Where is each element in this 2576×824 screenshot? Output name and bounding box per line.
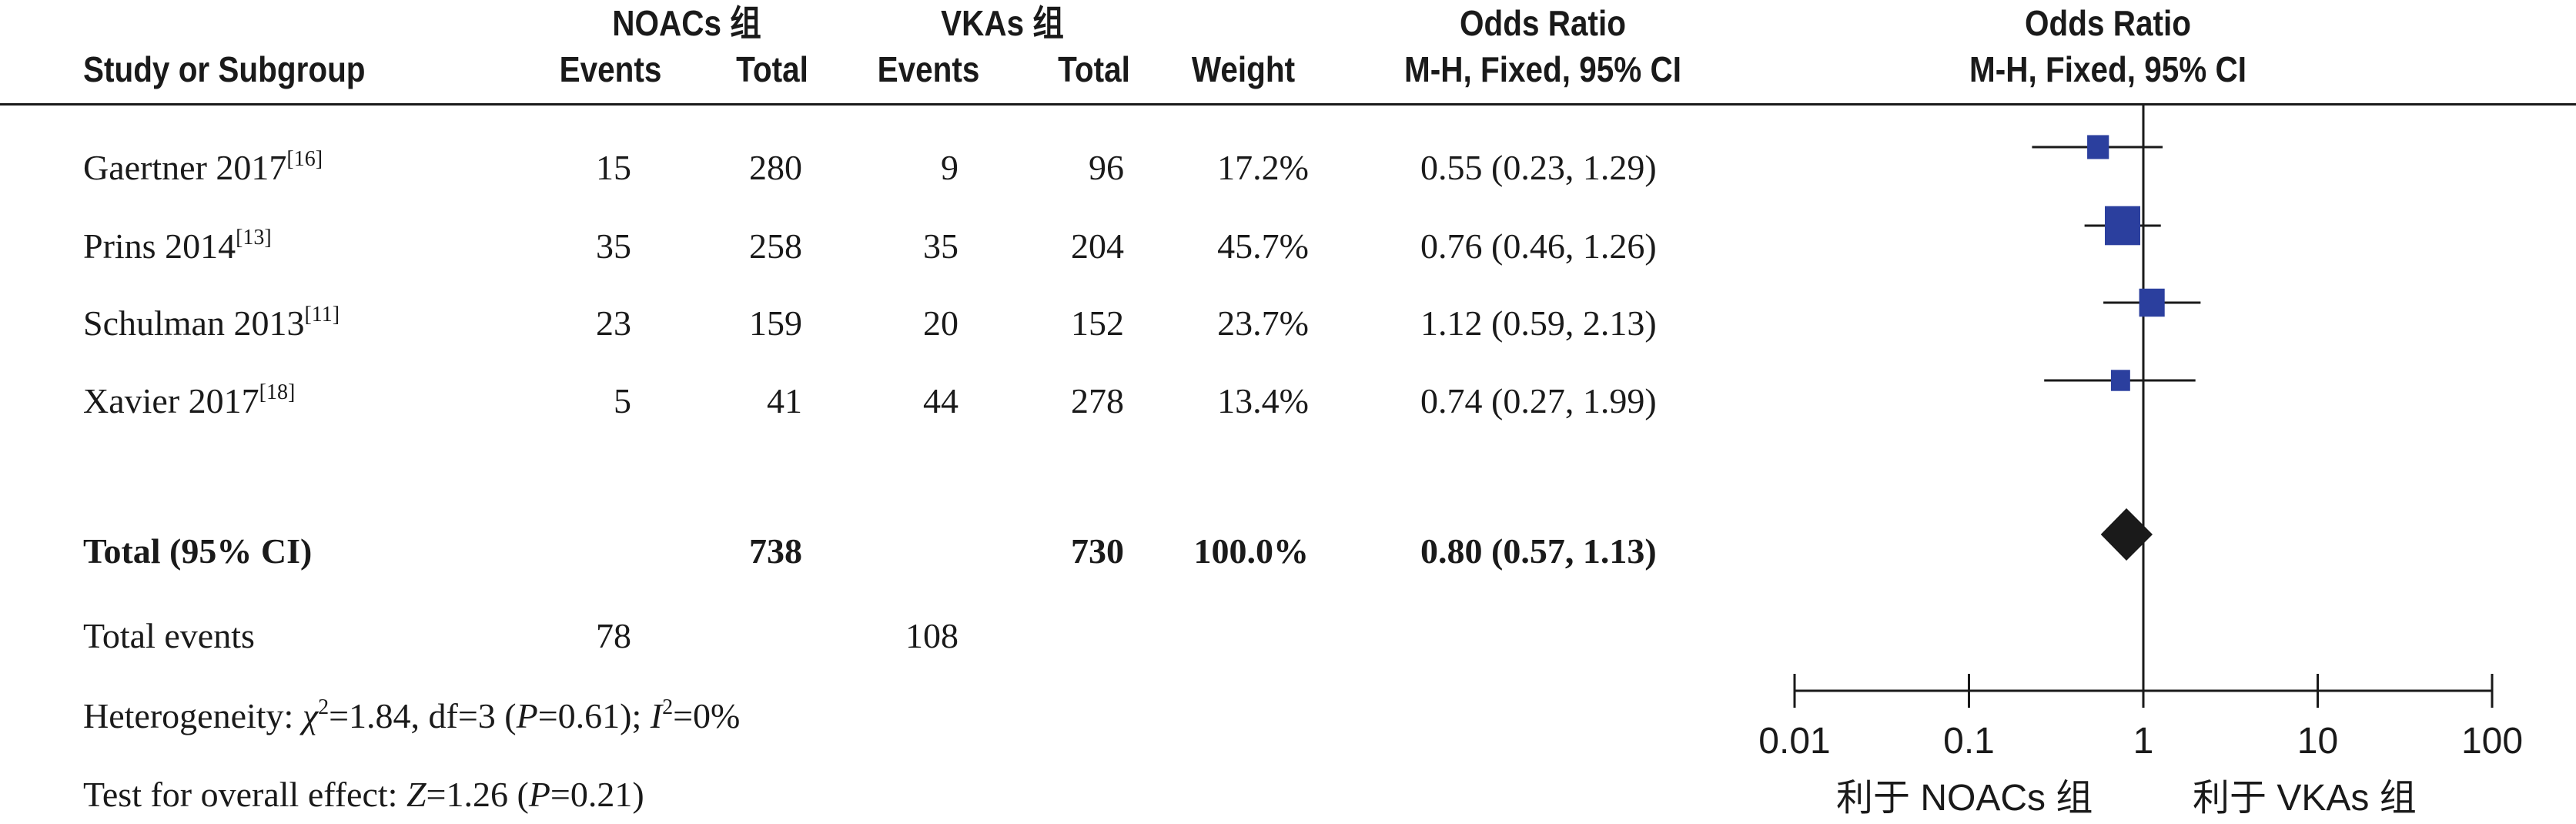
header-total-2: Total <box>1058 49 1130 89</box>
row-study: Xavier 2017[18] <box>83 380 296 420</box>
x-tick-label: 10 <box>2297 721 2338 762</box>
study-point-square <box>2139 288 2165 317</box>
header-or-method: M-H, Fixed, 95% CI <box>1404 49 1681 89</box>
row-study: Prins 2014[13] <box>83 226 272 266</box>
row-e2: 9 <box>941 148 958 187</box>
row-weight: 13.4% <box>1217 381 1309 420</box>
overall-effect-text: Test for overall effect: Z=1.26 (P=0.21) <box>83 775 644 814</box>
total-t2: 730 <box>1071 531 1124 571</box>
row-e2: 44 <box>923 381 958 420</box>
header-events-1: Events <box>559 49 662 89</box>
row-t1: 280 <box>749 148 802 187</box>
favours-right-label: 利于 VKAs 组 <box>2193 778 2417 819</box>
header-group-vkas: VKAs 组 <box>941 3 1064 43</box>
row-or: 0.74 (0.27, 1.99) <box>1420 381 1657 420</box>
x-tick-label: 0.1 <box>1943 721 1995 762</box>
row-weight: 17.2% <box>1217 148 1309 187</box>
row-e1: 15 <box>596 148 631 187</box>
study-point-square <box>2087 135 2109 159</box>
row-t2: 152 <box>1071 303 1124 343</box>
x-tick-label: 0.01 <box>1758 721 1830 762</box>
header-weight: Weight <box>1191 49 1296 89</box>
events-e2: 108 <box>905 616 958 655</box>
row-weight: 23.7% <box>1217 303 1309 343</box>
row-e1: 5 <box>614 381 631 420</box>
header-total-1: Total <box>736 49 808 89</box>
x-tick-label: 1 <box>2133 721 2154 762</box>
row-t1: 159 <box>749 303 802 343</box>
heterogeneity-text: Heterogeneity: χ2=1.84, df=3 (P=0.61); I… <box>83 695 741 735</box>
header-plot-method: M-H, Fixed, 95% CI <box>1969 49 2246 89</box>
row-e2: 35 <box>923 226 958 266</box>
header-or-title: Odds Ratio <box>1460 3 1626 43</box>
total-label: Total (95% CI) <box>83 531 313 571</box>
study-point-square <box>2105 206 2141 246</box>
row-t2: 96 <box>1089 148 1124 187</box>
row-t2: 278 <box>1071 381 1124 420</box>
row-e1: 35 <box>596 226 631 266</box>
total-or: 0.80 (0.57, 1.13) <box>1420 531 1657 571</box>
header-plot-title: Odds Ratio <box>2025 3 2191 43</box>
row-e1: 23 <box>596 303 631 343</box>
row-t2: 204 <box>1071 226 1124 266</box>
row-t1: 258 <box>749 226 802 266</box>
row-study: Gaertner 2017[16] <box>83 147 323 187</box>
header-events-2: Events <box>877 49 980 89</box>
events-label: Total events <box>83 616 255 655</box>
header-study: Study or Subgroup <box>83 49 366 89</box>
x-tick-label: 100 <box>2461 721 2523 762</box>
study-point-square <box>2110 370 2130 391</box>
row-e2: 20 <box>923 303 958 343</box>
row-weight: 45.7% <box>1217 226 1309 266</box>
row-t1: 41 <box>767 381 802 420</box>
pooled-diamond <box>2100 508 2153 561</box>
header-group-noacs: NOACs 组 <box>612 3 761 43</box>
row-or: 1.12 (0.59, 2.13) <box>1420 303 1657 343</box>
row-or: 0.55 (0.23, 1.29) <box>1420 148 1657 187</box>
total-weight: 100.0% <box>1193 531 1310 571</box>
header-rule <box>0 103 2576 106</box>
row-or: 0.76 (0.46, 1.26) <box>1420 226 1657 266</box>
favours-left-label: 利于 NOACs 组 <box>1836 778 2093 819</box>
total-t1: 738 <box>749 531 802 571</box>
events-e1: 78 <box>596 616 631 655</box>
row-study: Schulman 2013[11] <box>83 303 340 343</box>
